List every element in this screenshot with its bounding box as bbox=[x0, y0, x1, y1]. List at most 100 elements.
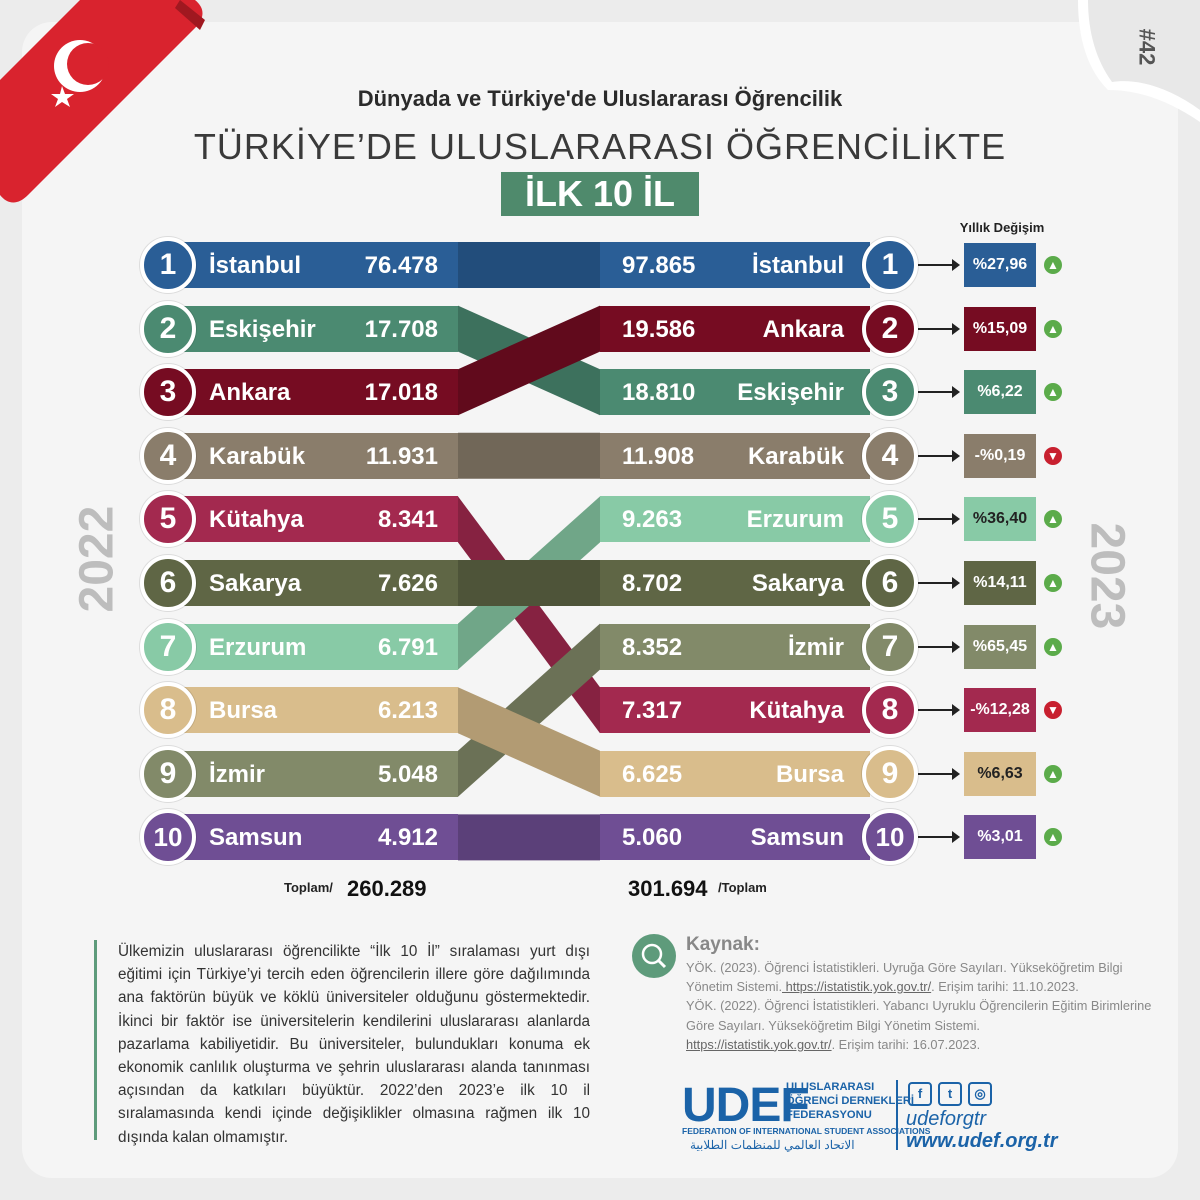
social-handle[interactable]: udeforgtr bbox=[906, 1108, 987, 1130]
city-label: Karabük bbox=[209, 442, 306, 470]
value-label: 8.352 bbox=[622, 633, 683, 661]
trend-up-icon: ▲ bbox=[1044, 383, 1062, 402]
rank-badge-2022-1: 1 bbox=[140, 237, 196, 293]
city-label: Ankara bbox=[209, 379, 291, 407]
rank-badge-2023-3: 3 bbox=[862, 364, 918, 421]
trend-up-icon: ▲ bbox=[1044, 637, 1062, 656]
bar-2022-Karabük: Karabük 11.931 bbox=[166, 432, 458, 479]
arrow-icon bbox=[918, 577, 960, 589]
rank-badge-2022-6: 6 bbox=[140, 555, 196, 611]
city-label: Samsun bbox=[750, 824, 844, 852]
title-badge: İLK 10 İL bbox=[501, 172, 699, 216]
website-link[interactable]: www.udef.org.tr bbox=[906, 1130, 1058, 1152]
trend-down-icon: ▼ bbox=[1044, 446, 1062, 465]
bar-2023-Kütahya: 7.317 Kütahya bbox=[600, 687, 870, 734]
value-label: 6.791 bbox=[377, 633, 438, 661]
bar-2022-İstanbul: İstanbul 76.478 bbox=[166, 242, 458, 288]
source-2-date: . Erişim tarihi: 16.07.2023. bbox=[831, 1036, 981, 1052]
twitter-icon[interactable]: t bbox=[938, 1082, 962, 1106]
search-globe-icon bbox=[632, 934, 676, 978]
bar-2023-Karabük: 11.908 Karabük bbox=[600, 432, 870, 479]
udef-org-arabic: الاتحاد العالمي للمنظمات الطلابية bbox=[690, 1138, 855, 1152]
source-2-text: YÖK. (2022). Öğrenci İstatistikleri. Yab… bbox=[686, 998, 1152, 1033]
arrow-icon bbox=[918, 259, 960, 271]
page-curl-corner bbox=[1078, 0, 1200, 122]
value-label: 18.810 bbox=[622, 379, 696, 407]
trend-up-icon: ▲ bbox=[1044, 319, 1062, 338]
bar-2023-Sakarya: 8.702 Sakarya bbox=[600, 560, 870, 606]
rank-badge-2023-6: 6 bbox=[862, 555, 918, 611]
rank-badge-2022-5: 5 bbox=[140, 491, 196, 548]
rank-badge-2023-7: 7 bbox=[862, 618, 918, 675]
city-label: İzmir bbox=[787, 633, 844, 661]
rank-badge-2023-9: 9 bbox=[862, 745, 918, 802]
value-label: 8.702 bbox=[622, 570, 683, 597]
arrow-icon bbox=[918, 640, 960, 653]
city-label: Erzurum bbox=[746, 506, 844, 534]
change-header: Yıllık Değişim bbox=[959, 220, 1045, 235]
change-box-İzmir: %65,45 bbox=[964, 624, 1036, 669]
sources-heading: Kaynak: bbox=[686, 934, 760, 955]
ribbon-İstanbul bbox=[458, 242, 600, 288]
city-label: Sakarya bbox=[209, 570, 302, 597]
description-text: Ülkemizin uluslararası öğrencilikte “İlk… bbox=[118, 943, 590, 1146]
arrow-icon bbox=[918, 449, 960, 462]
total-label-right: /Toplam bbox=[718, 880, 767, 895]
ribbon-Sakarya bbox=[458, 560, 600, 606]
sources-text: YÖK. (2023). Öğrenci İstatistikleri. Uyr… bbox=[686, 958, 1156, 1054]
org-line-1: ULUSLARARASI bbox=[786, 1081, 875, 1093]
bar-2022-Ankara: Ankara 17.018 bbox=[166, 369, 458, 416]
bar-2022-Sakarya: Sakarya 7.626 bbox=[166, 560, 458, 606]
bar-2023-Samsun: 5.060 Samsun bbox=[600, 814, 870, 861]
change-box-Erzurum: %36,40 bbox=[964, 497, 1036, 542]
bar-2022-Eskişehir: Eskişehir 17.708 bbox=[166, 305, 458, 352]
bar-2023-Ankara: 19.586 Ankara bbox=[600, 305, 870, 352]
change-box-Kütahya: -%12,28 bbox=[964, 688, 1036, 733]
value-label: 19.586 bbox=[622, 315, 696, 343]
city-label: Erzurum bbox=[209, 633, 307, 661]
ribbon-Samsun bbox=[458, 814, 600, 861]
value-label: 7.626 bbox=[377, 570, 438, 597]
org-line-3: FEDERASYONU bbox=[786, 1109, 872, 1121]
rank-badge-2023-4: 4 bbox=[862, 427, 918, 484]
source-2-link[interactable]: https://istatistik.yok.gov.tr/ bbox=[686, 1036, 832, 1052]
city-label: Karabük bbox=[747, 442, 844, 470]
bar-2022-Kütahya: Kütahya 8.341 bbox=[166, 496, 458, 543]
ribbon-Ankara bbox=[458, 305, 600, 416]
instagram-icon[interactable]: ◎ bbox=[968, 1082, 992, 1106]
change-box-İstanbul: %27,96 bbox=[964, 243, 1036, 287]
value-label: 5.060 bbox=[622, 824, 683, 852]
rank-badge-2022-4: 4 bbox=[140, 427, 196, 484]
bar-2022-Bursa: Bursa 6.213 bbox=[166, 687, 458, 734]
value-label: 76.478 bbox=[364, 252, 438, 279]
udef-org-name: ULUSLARARASI ÖĞRENCİ DERNEKLERİ FEDERASY… bbox=[786, 1080, 914, 1122]
arrow-icon bbox=[918, 831, 960, 844]
trend-up-icon: ▲ bbox=[1044, 828, 1062, 847]
total-label-left: Toplam/ bbox=[284, 880, 333, 895]
rank-badge-2023-10: 10 bbox=[862, 809, 918, 866]
rank-ribbons bbox=[458, 242, 600, 861]
source-1-link[interactable]: https://istatistik.yok.gov.tr/ bbox=[782, 979, 932, 995]
value-label: 17.708 bbox=[364, 315, 438, 343]
arrow-icon bbox=[918, 513, 960, 526]
ribbon-Karabük bbox=[458, 432, 600, 479]
rank-badge-2023-1: 1 bbox=[862, 237, 918, 293]
arrow-icon bbox=[918, 704, 960, 717]
city-label: Kütahya bbox=[209, 506, 304, 534]
page-subtitle: Dünyada ve Türkiye'de Uluslararası Öğren… bbox=[357, 86, 843, 111]
rank-badge-2022-10: 10 bbox=[140, 809, 196, 866]
rank-badge-2022-9: 9 bbox=[140, 745, 196, 802]
ribbon-İzmir bbox=[458, 623, 600, 797]
arrow-icon bbox=[918, 767, 960, 780]
trend-up-icon: ▲ bbox=[1044, 574, 1062, 592]
rank-badge-2023-8: 8 bbox=[862, 682, 918, 739]
rank-badge-2023-5: 5 bbox=[862, 491, 918, 548]
total-value-right: 301.694 bbox=[628, 876, 708, 901]
udef-logo: UDEF bbox=[682, 1079, 810, 1132]
value-label: 11.908 bbox=[622, 442, 695, 470]
trend-down-icon: ▼ bbox=[1044, 701, 1062, 720]
change-box-Karabük: -%0,19 bbox=[964, 433, 1036, 478]
city-label: Ankara bbox=[762, 315, 844, 343]
source-1-date: . Erişim tarihi: 11.10.2023. bbox=[931, 979, 1079, 995]
facebook-icon[interactable]: f bbox=[908, 1082, 932, 1106]
